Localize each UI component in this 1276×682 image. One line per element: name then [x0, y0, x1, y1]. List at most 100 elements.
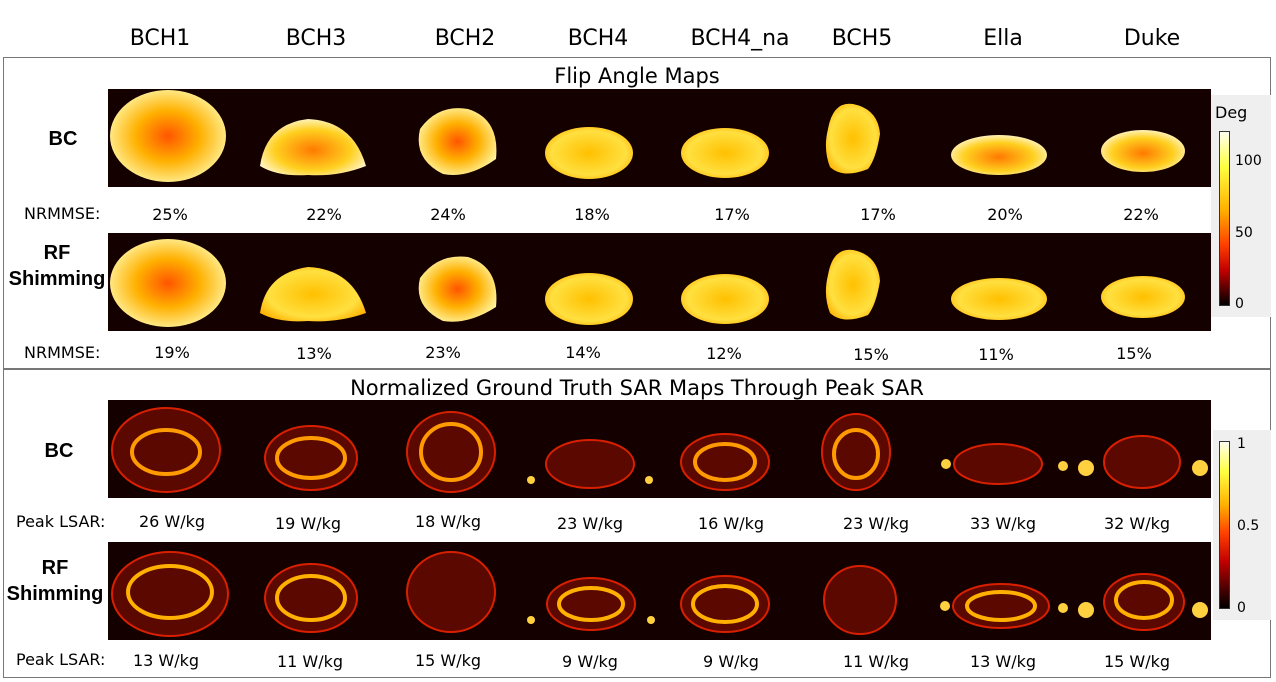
sar-title: Normalized Ground Truth SAR Maps Through… — [350, 376, 924, 400]
sar-bc-value-bch3: 19 W/kg — [274, 514, 342, 533]
fa-bc-bch4-na-map — [681, 128, 769, 178]
sar-bc-bch1-hotspot — [130, 428, 202, 476]
sar-bc-duke-right-dot — [1192, 460, 1208, 476]
flip-angle-title: Flip Angle Maps — [554, 64, 720, 88]
fa-rf-maps — [110, 239, 1185, 327]
fa-bc-value-bch3: 22% — [306, 205, 342, 224]
fa-colorbar-panel: Deg 100 50 0 — [1211, 95, 1271, 317]
sar-rf-bch4-right-dot — [647, 616, 655, 624]
flip-angle-panel: Flip Angle Maps — [3, 57, 1271, 369]
fa-bc-value-bch5: 17% — [860, 205, 896, 224]
fa-rf-image-strip — [108, 233, 1211, 331]
sar-bc-value-bch5: 23 W/kg — [842, 514, 910, 533]
sar-colorbar-panel: 1 0.5 0 — [1213, 430, 1271, 620]
sar-bc-image-strip — [108, 400, 1211, 498]
fa-bc-duke-map — [1101, 130, 1185, 172]
fa-bc-bch4-map — [545, 127, 633, 179]
sar-bc-bch4-na-hotspot — [693, 442, 757, 482]
fa-bc-maps — [110, 90, 1185, 182]
sar-row-label-bc: BC — [44, 440, 74, 462]
fa-colorbar — [1219, 131, 1230, 306]
sar-rf-duke-hotspot — [1114, 580, 1174, 620]
sar-rf-value-ella: 13 W/kg — [969, 652, 1037, 671]
sar-rf-ella-hotspot — [965, 590, 1037, 622]
sar-rf-value-bch4-na: 9 W/kg — [703, 652, 759, 671]
column-header-bch3: BCH3 — [285, 26, 347, 51]
fa-row-label-line1: RF — [43, 242, 71, 264]
column-header-bch4-na: BCH4_na — [690, 26, 790, 51]
fa-colorbar-title: Deg — [1215, 103, 1248, 122]
sar-bc-duke-left-dot — [1078, 460, 1094, 476]
sar-rf-value-bch4: 9 W/kg — [562, 652, 618, 671]
sar-rf-duke-right-dot — [1192, 602, 1208, 618]
fa-row-label-bc: BC — [48, 128, 78, 150]
sar-bc-maps — [111, 407, 1208, 493]
fa-rf-metric-label: NRMMSE: — [24, 343, 101, 362]
fa-rf-value-bch4-na: 12% — [706, 344, 742, 363]
sar-colorbar — [1219, 441, 1230, 609]
sar-bc-ella-map — [953, 443, 1043, 485]
fa-rf-bch2-map — [418, 256, 497, 322]
sar-rf-bch4-left-dot — [527, 616, 535, 624]
sar-bc-value-ella: 33 W/kg — [969, 514, 1037, 533]
fa-rf-value-bch4: 14% — [565, 343, 601, 362]
fa-bc-image-strip — [108, 89, 1211, 187]
sar-bc-value-bch4: 23 W/kg — [556, 514, 624, 533]
fa-rf-value-bch5: 15% — [853, 345, 889, 364]
fa-rf-bch4-map — [545, 273, 633, 325]
sar-bc-bch4-right-dot — [645, 476, 653, 484]
fa-rf-value-bch3: 13% — [296, 344, 332, 363]
fa-colorbar-tick-100: 100 — [1235, 153, 1262, 169]
sar-colorbar-tick-1: 1 — [1237, 436, 1246, 452]
column-header-bch4: BCH4 — [567, 26, 629, 51]
fa-bc-value-duke: 22% — [1123, 205, 1159, 224]
sar-rf-bch4-hotspot — [557, 586, 625, 622]
fa-rf-bch1-map — [110, 239, 226, 327]
sar-bc-value-bch4-na: 16 W/kg — [697, 514, 765, 533]
fa-bc-bch2-map — [418, 108, 497, 175]
fa-rf-value-bch1: 19% — [154, 343, 190, 362]
sar-rf-bch1-hotspot — [126, 564, 214, 620]
sar-bc-bch4-map — [545, 439, 635, 489]
fa-rf-value-duke: 15% — [1116, 344, 1152, 363]
fa-bc-value-bch2: 24% — [430, 205, 466, 224]
sar-bc-ella-right-dot — [1058, 461, 1068, 471]
sar-rf-ella-right-dot — [1058, 603, 1068, 613]
sar-colorbar-tick-0: 0 — [1237, 600, 1246, 616]
fa-rf-ella-map — [951, 278, 1047, 320]
sar-rf-value-bch3: 11 W/kg — [276, 652, 344, 671]
sar-rf-value-bch1: 13 W/kg — [132, 651, 200, 670]
sar-bc-duke-map — [1103, 435, 1181, 489]
fa-colorbar-tick-0: 0 — [1235, 296, 1244, 312]
fa-rf-duke-map — [1101, 276, 1185, 318]
sar-rf-image-strip — [108, 542, 1211, 640]
sar-bc-bch3-hotspot — [275, 436, 347, 480]
column-header-ella: Ella — [983, 26, 1023, 51]
fa-rf-value-ella: 11% — [978, 345, 1014, 364]
sar-rf-ella-left-dot — [940, 601, 950, 611]
fa-rf-bch3-map — [260, 267, 366, 322]
fa-bc-bch3-map — [260, 119, 366, 176]
sar-panel: Normalized Ground Truth SAR Maps Through… — [3, 369, 1271, 678]
fa-bc-value-ella: 20% — [987, 205, 1023, 224]
sar-row-label-rf-shimming: RF Shimming — [2, 555, 108, 607]
fa-row-label-rf-shimming: RF Shimming — [4, 240, 110, 292]
sar-row-label-line1: RF — [41, 557, 69, 579]
fa-rf-value-bch2: 23% — [425, 343, 461, 362]
sar-rf-value-bch5: 11 W/kg — [842, 652, 910, 671]
column-header-bch5: BCH5 — [831, 26, 893, 51]
sar-rf-duke-left-dot — [1078, 602, 1094, 618]
sar-bc-ella-left-dot — [941, 459, 951, 469]
sar-bc-bch2-hotspot — [419, 422, 483, 482]
fa-rf-bch5-map — [825, 249, 880, 320]
sar-bc-value-bch2: 18 W/kg — [414, 512, 482, 531]
fa-bc-metric-label: NRMMSE: — [24, 204, 101, 223]
sar-rf-bch3-hotspot — [275, 574, 347, 622]
sar-bc-bch1-map — [111, 407, 221, 493]
sar-bc-bch5-hotspot — [832, 428, 880, 480]
column-header-duke: Duke — [1123, 26, 1181, 51]
sar-rf-bch4-na-hotspot — [691, 584, 759, 624]
sar-bc-value-duke: 32 W/kg — [1103, 514, 1171, 533]
sar-rf-bch2-map — [406, 551, 496, 633]
sar-bc-value-bch1: 26 W/kg — [138, 512, 206, 531]
